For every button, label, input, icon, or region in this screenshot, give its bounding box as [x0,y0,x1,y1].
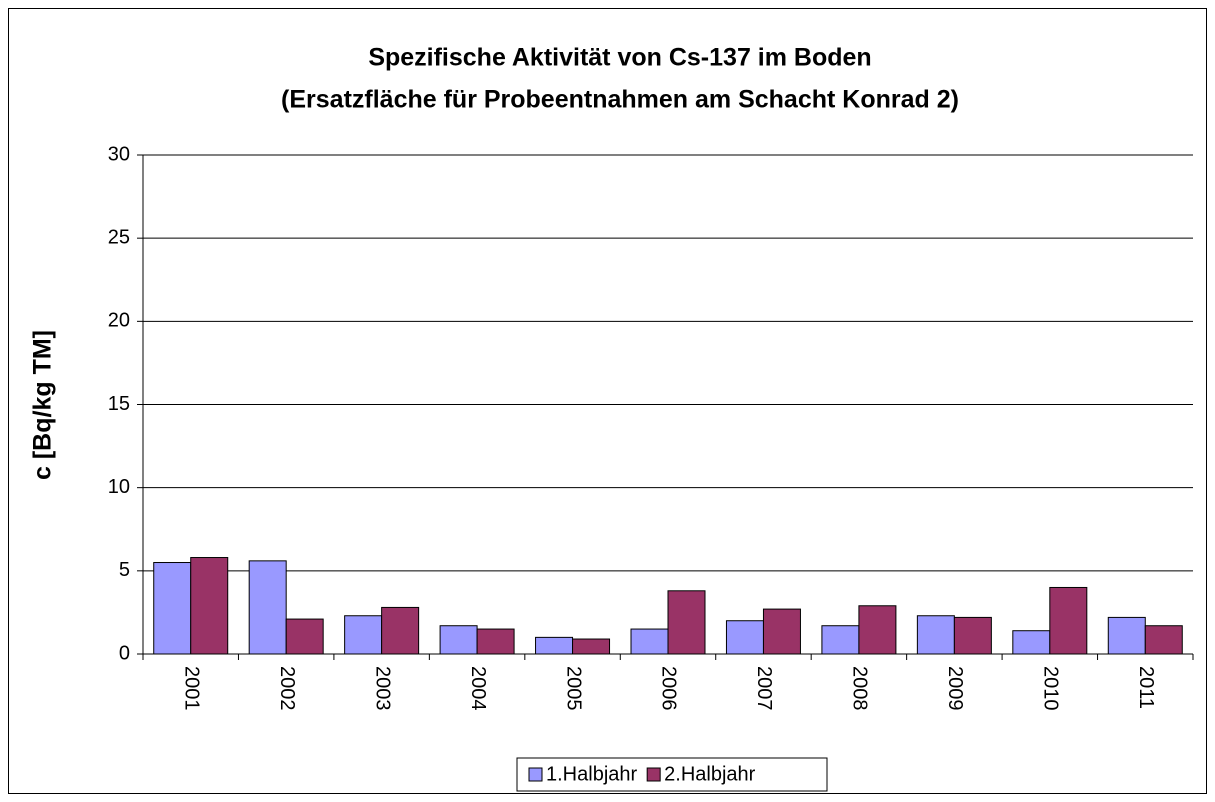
x-tick-label: 2009 [944,666,966,711]
chart-border [8,8,1207,794]
x-tick-label: 2010 [1040,666,1062,711]
bar [248,560,287,655]
bar [630,628,669,655]
chart-subtitle: (Ersatzfläche für Probeentnahmen am Scha… [281,86,959,114]
legend-box [516,757,828,792]
bar [953,616,992,655]
x-tick-label: 2003 [371,666,393,711]
bar [476,628,515,655]
legend-swatch [646,767,661,782]
bar [535,636,574,655]
x-tick-label: 2002 [276,666,298,711]
bar [725,620,764,655]
bar [916,615,955,655]
y-tick-label: 15 [108,393,130,415]
bar [667,590,706,655]
x-tick-label: 2008 [849,666,871,711]
y-tick-label: 5 [119,559,130,581]
y-tick-label: 25 [108,226,130,248]
x-tick-label: 2001 [180,666,202,711]
x-tick-label: 2006 [658,666,680,711]
bar [762,608,801,655]
bar [344,615,383,655]
y-tick-label: 20 [108,310,130,332]
bar [1107,616,1146,655]
x-tick-label: 2011 [1135,666,1157,709]
bar [439,625,478,655]
bar [1049,586,1088,655]
bar [381,606,420,655]
bar [285,618,324,655]
legend-label: 2.Halbjahr [664,763,756,785]
legend-swatch [528,767,543,782]
x-tick-label: 2005 [562,666,584,711]
bar [190,557,229,655]
x-tick-label: 2004 [467,666,489,711]
legend-label: 1.Halbjahr [546,763,638,785]
y-tick-label: 10 [108,476,130,498]
bar [1144,625,1183,655]
y-tick-label: 0 [119,642,130,664]
bar [821,625,860,655]
bar [858,605,897,655]
bar [1012,630,1051,655]
chart-title: Spezifische Aktivität von Cs-137 im Bode… [368,44,871,72]
bar [572,638,611,655]
x-tick-label: 2007 [753,666,775,711]
bar [153,562,192,655]
y-axis-title: c [Bq/kg TM] [29,330,57,480]
y-tick-label: 30 [108,143,130,165]
